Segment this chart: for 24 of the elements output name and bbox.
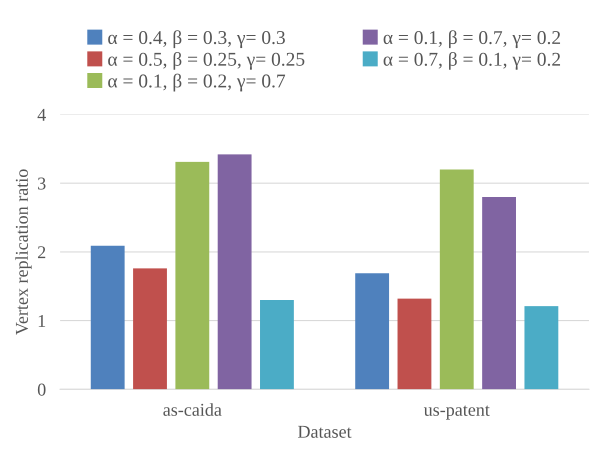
bar [90,246,125,390]
y-tick-label: 4 [38,108,46,121]
y-tick-label: 1 [38,314,46,327]
bar [175,162,210,390]
legend-label: α = 0.1, β = 0.7, γ= 0.2 [384,30,560,48]
bar [440,169,474,390]
legend-label: α = 0.7, β = 0.1, γ= 0.2 [384,52,560,70]
bar [524,306,558,390]
bar [260,300,294,390]
legend-label: α = 0.1, β = 0.2, γ= 0.7 [108,74,286,92]
legend-label: α = 0.5, β = 0.25, γ= 0.25 [108,52,304,70]
x-tick-label: as-caida [163,403,222,416]
y-axis-title: Vertex replication ratio [15,169,32,335]
bar [355,273,390,390]
x-axis-title: Dataset [298,426,352,438]
bar [398,298,432,390]
x-tick-label: us-patent [424,406,490,420]
bar [218,154,252,390]
bar [482,196,516,390]
y-tick-label: 0 [38,384,46,396]
y-tick-label: 3 [38,178,46,190]
bar [133,268,167,390]
y-tick-label: 2 [38,246,46,258]
legend-label: α = 0.4, β = 0.3, γ= 0.3 [108,30,285,48]
